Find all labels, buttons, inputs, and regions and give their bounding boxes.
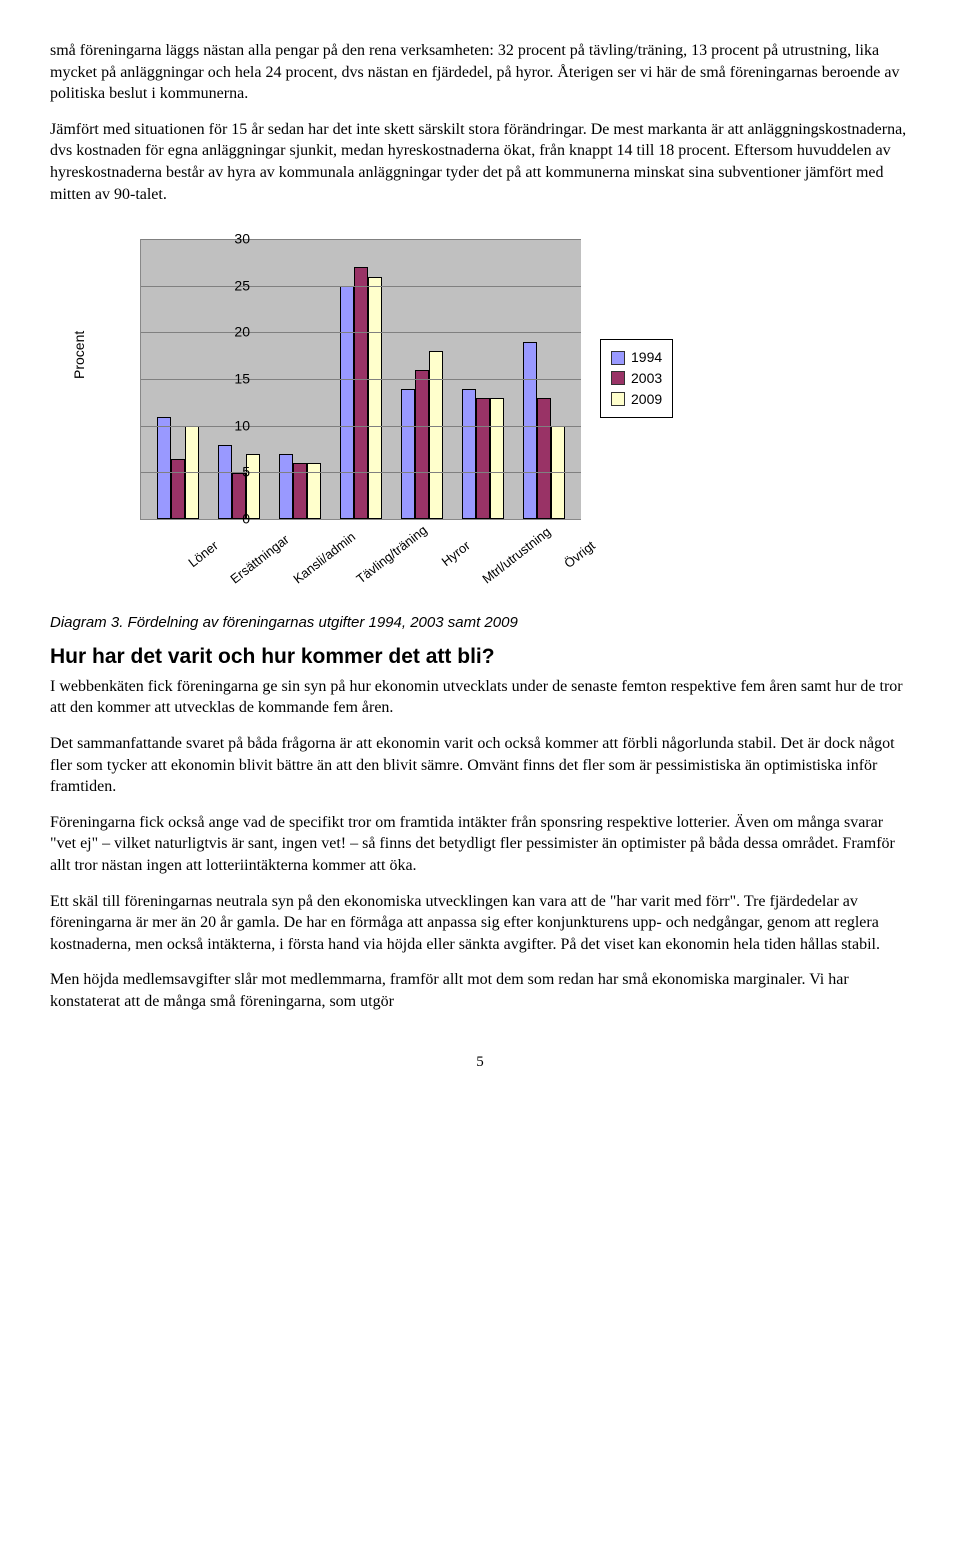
body-paragraph-2: Det sammanfattande svaret på båda frågor… <box>50 733 910 798</box>
body-paragraph-5: Men höjda medlemsavgifter slår mot medle… <box>50 969 910 1012</box>
bar <box>523 342 537 519</box>
bar <box>157 417 171 520</box>
bar <box>476 398 490 519</box>
legend-item: 2003 <box>611 369 662 388</box>
chart-legend: 1994 2003 2009 <box>600 339 673 418</box>
bar <box>490 398 504 519</box>
legend-swatch <box>611 351 625 365</box>
bar-group <box>401 351 443 519</box>
y-tick-label: 30 <box>200 230 250 249</box>
bar <box>401 389 415 520</box>
x-tick-label: Hyror <box>416 537 474 588</box>
x-tick-label: Mtrl/utrustning <box>478 537 536 588</box>
page-number: 5 <box>50 1052 910 1072</box>
y-axis-title: Procent <box>70 331 89 379</box>
body-paragraph-1: I webbenkäten fick föreningarna ge sin s… <box>50 676 910 719</box>
intro-paragraph-2: Jämfört med situationen för 15 år sedan … <box>50 119 910 205</box>
body-paragraph-3: Föreningarna fick också ange vad de spec… <box>50 812 910 877</box>
legend-label: 2009 <box>631 390 662 409</box>
bar <box>171 459 185 520</box>
legend-swatch <box>611 392 625 406</box>
expense-chart: Procent 051015202530 LönerErsättningarKa… <box>50 229 910 559</box>
bar <box>279 454 293 519</box>
bar <box>340 286 354 519</box>
bar <box>368 277 382 520</box>
section-heading: Hur har det varit och hur kommer det att… <box>50 643 910 671</box>
y-tick-label: 25 <box>200 276 250 295</box>
y-tick-label: 20 <box>200 323 250 342</box>
bar-group <box>523 342 565 519</box>
y-tick-label: 15 <box>200 370 250 389</box>
body-paragraph-4: Ett skäl till föreningarnas neutrala syn… <box>50 891 910 956</box>
legend-item: 1994 <box>611 348 662 367</box>
bar-group <box>157 417 199 520</box>
bar <box>462 389 476 520</box>
x-tick-label: Löner <box>164 537 222 588</box>
bar <box>415 370 429 519</box>
legend-item: 2009 <box>611 390 662 409</box>
legend-label: 2003 <box>631 369 662 388</box>
bar <box>354 267 368 519</box>
bar-group <box>279 454 321 519</box>
chart-caption: Diagram 3. Fördelning av föreningarnas u… <box>50 613 910 633</box>
bar-group <box>462 389 504 520</box>
x-tick-label: Övrigt <box>541 537 599 588</box>
bar <box>537 398 551 519</box>
y-tick-label: 5 <box>200 463 250 482</box>
x-tick-label: Kansli/admin <box>290 537 348 588</box>
bar <box>429 351 443 519</box>
x-tick-label: Ersättningar <box>227 537 285 588</box>
legend-label: 1994 <box>631 348 662 367</box>
legend-swatch <box>611 371 625 385</box>
x-tick-label: Tävling/träning <box>353 537 411 588</box>
y-tick-label: 10 <box>200 416 250 435</box>
intro-paragraph-1: små föreningarna läggs nästan alla penga… <box>50 40 910 105</box>
bar-group <box>340 267 382 519</box>
